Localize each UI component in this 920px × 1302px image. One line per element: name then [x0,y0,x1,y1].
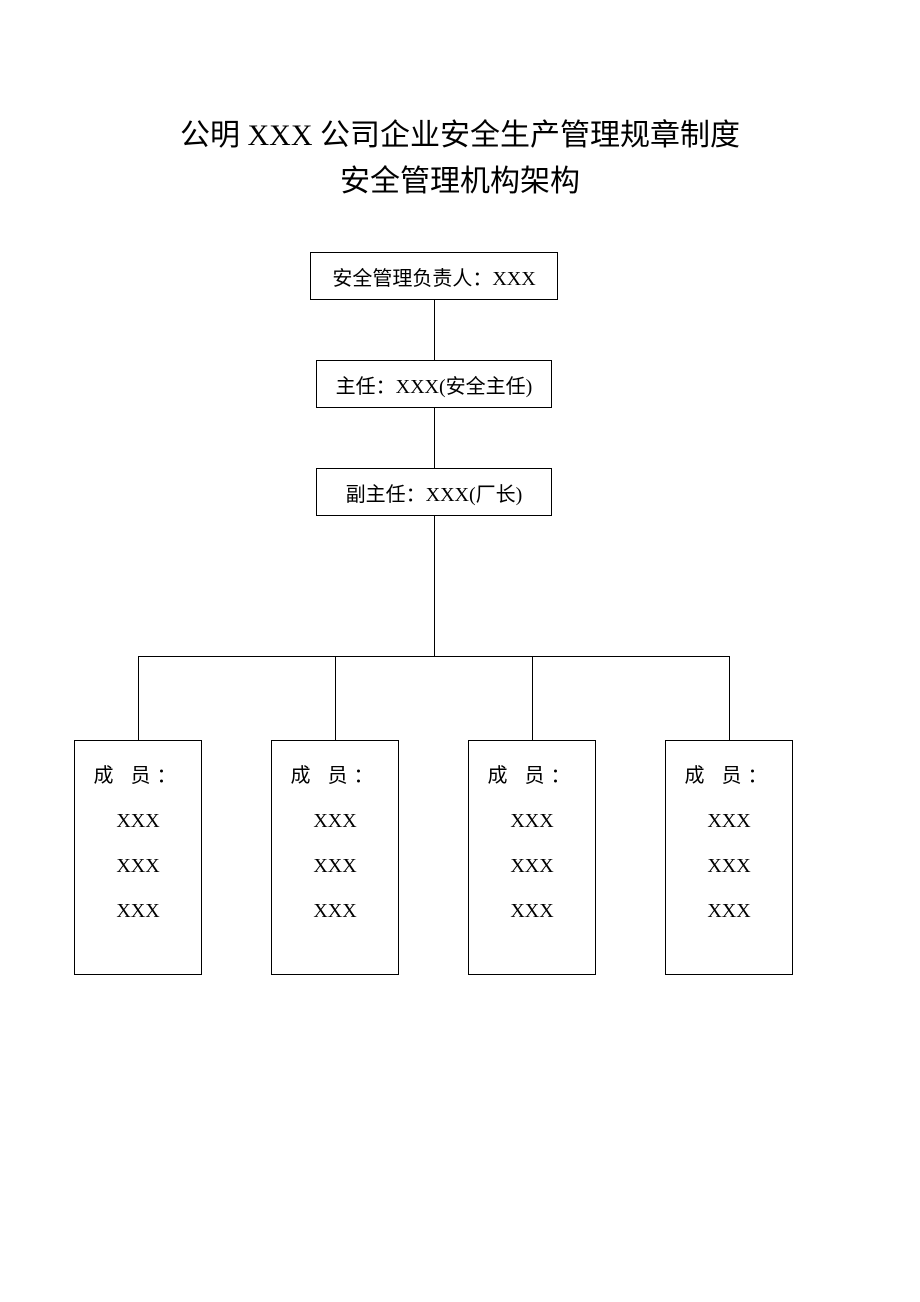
leaf-line: XXX [707,855,750,878]
leaf-label: 成 员： [291,759,380,788]
node-manager: 安全管理负责人：XXX [310,252,558,300]
connector-v [138,656,139,740]
connector-v [335,656,336,740]
leaf-line: XXX [313,810,356,833]
title-line-1: 公明 XXX 公司企业安全生产管理规章制度 [0,110,920,154]
node-director: 主任：XXX(安全主任) [316,360,552,408]
leaf-line: XXX [116,810,159,833]
leaf-1: 成 员： XXX XXX XXX [271,740,399,975]
leaf-line: XXX [510,810,553,833]
leaf-line: XXX [510,855,553,878]
leaf-line: XXX [313,900,356,923]
leaf-2: 成 员： XXX XXX XXX [468,740,596,975]
connector-h [138,656,729,657]
connector-v [532,656,533,740]
leaf-label: 成 员： [488,759,577,788]
leaf-line: XXX [313,855,356,878]
node-deputy: 副主任：XXX(厂长) [316,468,552,516]
connector-v [729,656,730,740]
leaf-label: 成 员： [94,759,183,788]
title-line-2: 安全管理机构架构 [0,156,920,200]
leaf-line: XXX [510,900,553,923]
leaf-label: 成 员： [685,759,774,788]
leaf-line: XXX [707,900,750,923]
leaf-line: XXX [116,900,159,923]
connector-v [434,300,435,360]
leaf-3: 成 员： XXX XXX XXX [665,740,793,975]
connector-v [434,516,435,656]
leaf-line: XXX [707,810,750,833]
leaf-line: XXX [116,855,159,878]
connector-v [434,408,435,468]
leaf-0: 成 员： XXX XXX XXX [74,740,202,975]
